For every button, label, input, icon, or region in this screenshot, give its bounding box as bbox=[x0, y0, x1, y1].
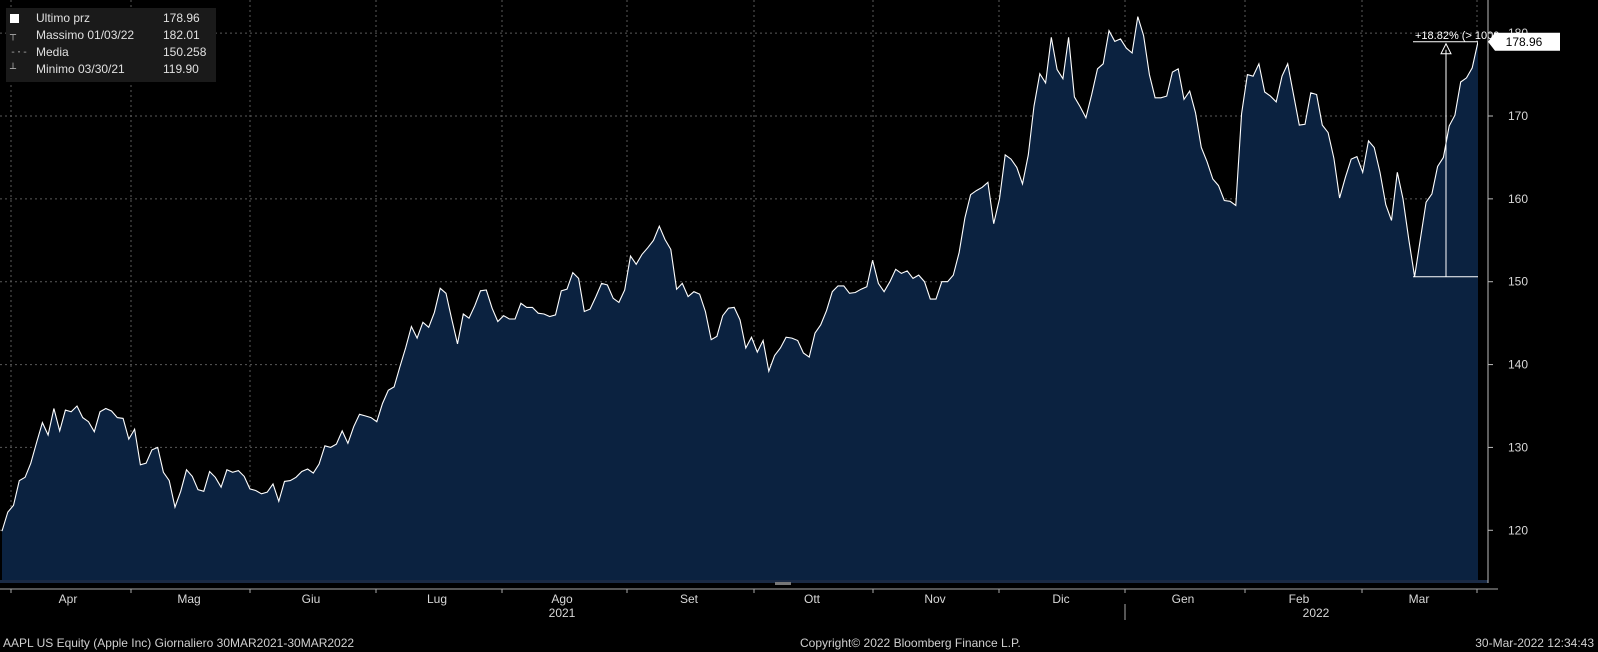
legend-label: Ultimo prz bbox=[36, 11, 91, 25]
legend-label: Massimo 01/03/22 bbox=[36, 28, 135, 42]
y-tick-label: 130 bbox=[1508, 440, 1528, 454]
legend-label: Media bbox=[36, 45, 69, 59]
y-tick-label: 150 bbox=[1508, 275, 1528, 289]
right-margin bbox=[1478, 0, 1488, 580]
legend-value: 119.90 bbox=[163, 62, 199, 76]
footer-copyright: Copyright© 2022 Bloomberg Finance L.P. bbox=[800, 636, 1021, 650]
last-price-tag bbox=[1488, 32, 1560, 51]
x-tick-label: Nov bbox=[924, 592, 945, 606]
legend-row-high: ┬ Massimo 01/03/22 182.01 bbox=[6, 28, 216, 43]
x-tick-label: Mar bbox=[1409, 592, 1430, 606]
legend-box: Ultimo prz 178.96 ┬ Massimo 01/03/22 182… bbox=[6, 8, 216, 82]
scroll-grip-icon bbox=[775, 582, 791, 585]
y-axis: 120130140150160170180178.96 bbox=[1487, 0, 1560, 583]
legend-value: 182.01 bbox=[163, 28, 200, 42]
legend-value: 178.96 bbox=[163, 11, 200, 25]
y-tick-label: 120 bbox=[1508, 523, 1528, 537]
legend-row-low: ┴ Minimo 03/30/21 119.90 bbox=[6, 62, 216, 77]
x-tick-label: Lug bbox=[427, 592, 447, 606]
footer-timestamp: 30-Mar-2022 12:34:43 bbox=[1475, 636, 1594, 650]
price-area-fill bbox=[2, 16, 1478, 581]
x-year-label: 2021 bbox=[549, 606, 576, 620]
x-tick-label: Mag bbox=[177, 592, 200, 606]
x-tick-label: Giu bbox=[302, 592, 321, 606]
x-tick-label: Ott bbox=[804, 592, 821, 606]
legend-row-average: -·- Media 150.258 bbox=[6, 45, 216, 60]
price-area bbox=[0, 0, 1488, 583]
average-marker-icon: -·- bbox=[10, 47, 29, 58]
high-marker-icon: ┬ bbox=[10, 30, 17, 41]
x-axis: Apr Mag Giu Lug Ago Set Ott Nov Dic Gen Feb Mar 2021… bbox=[0, 582, 1598, 620]
x-tick-label: Gen bbox=[1172, 592, 1195, 606]
legend-value: 150.258 bbox=[163, 45, 207, 59]
change-annotation: +18.82% (> 1000 bbox=[1413, 30, 1499, 278]
legend-row-last: Ultimo prz 178.96 bbox=[6, 11, 216, 26]
baseline-strip bbox=[0, 580, 1488, 583]
x-year-label: 2022 bbox=[1303, 606, 1330, 620]
last-price-tag-label: 178.96 bbox=[1506, 35, 1543, 49]
legend-label: Minimo 03/30/21 bbox=[36, 62, 125, 76]
y-tick-label: 170 bbox=[1508, 109, 1528, 123]
last-price-swatch-icon bbox=[10, 14, 19, 23]
legend-marker-last bbox=[10, 11, 40, 28]
y-tick-label: 160 bbox=[1508, 192, 1528, 206]
x-tick-label: Feb bbox=[1289, 592, 1310, 606]
footer-security-info: AAPL US Equity (Apple Inc) Giornaliero 3… bbox=[3, 636, 355, 650]
x-tick-label: Dic bbox=[1052, 592, 1069, 606]
x-tick-label: Apr bbox=[59, 592, 78, 606]
annotation-arrow-icon bbox=[1440, 42, 1452, 55]
price-line bbox=[1, 16, 1479, 532]
annotation-label: +18.82% (> 1000 bbox=[1415, 30, 1499, 42]
low-marker-icon: ┴ bbox=[10, 64, 17, 75]
y-tick-label: 140 bbox=[1508, 358, 1528, 372]
x-tick-label: Ago bbox=[551, 592, 573, 606]
x-tick-label: Set bbox=[680, 592, 699, 606]
x-axis-band bbox=[0, 583, 1598, 593]
